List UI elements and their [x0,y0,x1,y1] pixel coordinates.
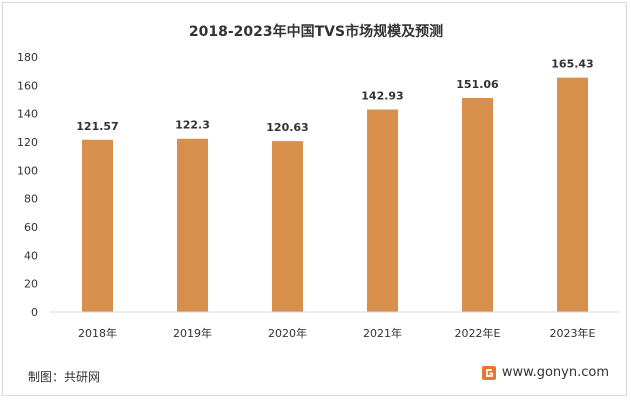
y-tick-label: 140 [17,108,38,121]
bar [82,139,113,312]
y-tick-label: 20 [24,278,38,291]
data-label: 151.06 [456,78,499,91]
x-tick-label: 2018年 [78,326,117,340]
x-tick-label: 2022年E [455,326,501,340]
bar [272,141,303,312]
y-tick-label: 80 [24,193,38,206]
bar-series: 121.57 122.3 120.63 142.93 151.06 165.43 [76,58,594,312]
y-tick-label: 180 [17,51,38,64]
y-tick-label: 120 [17,136,38,149]
y-tick-label: 60 [24,221,38,234]
chart-title: 2018-2023年中国TVS市场规模及预测 [189,23,443,40]
source-label: 制图：共研网 [28,370,101,384]
gonyn-logo-icon [481,365,496,380]
y-tick-label: 40 [24,249,38,262]
bar [177,138,208,312]
website-link[interactable]: www.gonyn.com [501,365,609,380]
bar [367,109,398,312]
data-label: 120.63 [266,121,308,134]
bar [462,97,493,312]
x-tick-label: 2021年 [363,326,402,340]
data-label: 142.93 [361,90,403,103]
website-credit: www.gonyn.com [481,365,609,380]
x-tick-label: 2023年E [550,326,596,340]
y-tick-label: 0 [31,306,38,319]
data-label: 165.43 [551,58,593,71]
y-tick-label: 160 [17,79,38,92]
x-tick-label: 2019年 [173,326,212,340]
data-label: 121.57 [76,120,118,133]
data-label: 122.3 [175,119,210,132]
x-axis: 2018年 2019年 2020年 2021年 2022年E 2023年E [50,311,620,340]
y-axis: 0 20 40 60 80 100 120 140 160 180 [17,51,38,319]
bar [557,77,588,312]
x-tick-label: 2020年 [268,326,307,340]
y-tick-label: 100 [17,164,38,177]
